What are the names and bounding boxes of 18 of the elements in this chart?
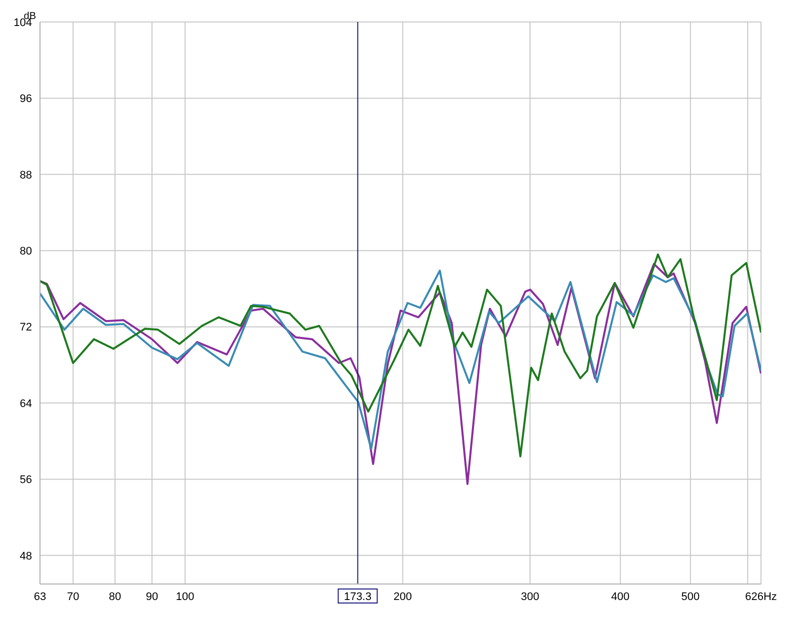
x-tick-label: 90: [146, 590, 158, 603]
y-tick-label: 48: [20, 550, 32, 562]
y-tick-label: 72: [20, 322, 32, 334]
x-tick-label: 300: [520, 590, 540, 603]
x-tick-label: 100: [176, 590, 194, 603]
x-tick-label: 80: [108, 590, 122, 603]
x-tick-label: 63: [34, 590, 46, 603]
x-tick-label: 500: [681, 590, 700, 603]
y-tick-label: 80: [20, 246, 32, 258]
x-tick-label: 200: [394, 590, 412, 603]
y-tick-label: 64: [20, 398, 32, 410]
y-tick-label: 88: [20, 169, 32, 182]
ref-line-label: 173.3: [344, 591, 372, 603]
x-tick-label: 400: [611, 590, 630, 603]
y-tick-label: 96: [20, 93, 32, 106]
x-tick-label: 626Hz: [745, 590, 777, 603]
y-tick-label: 56: [20, 474, 32, 486]
x-tick-label: 70: [66, 590, 80, 603]
